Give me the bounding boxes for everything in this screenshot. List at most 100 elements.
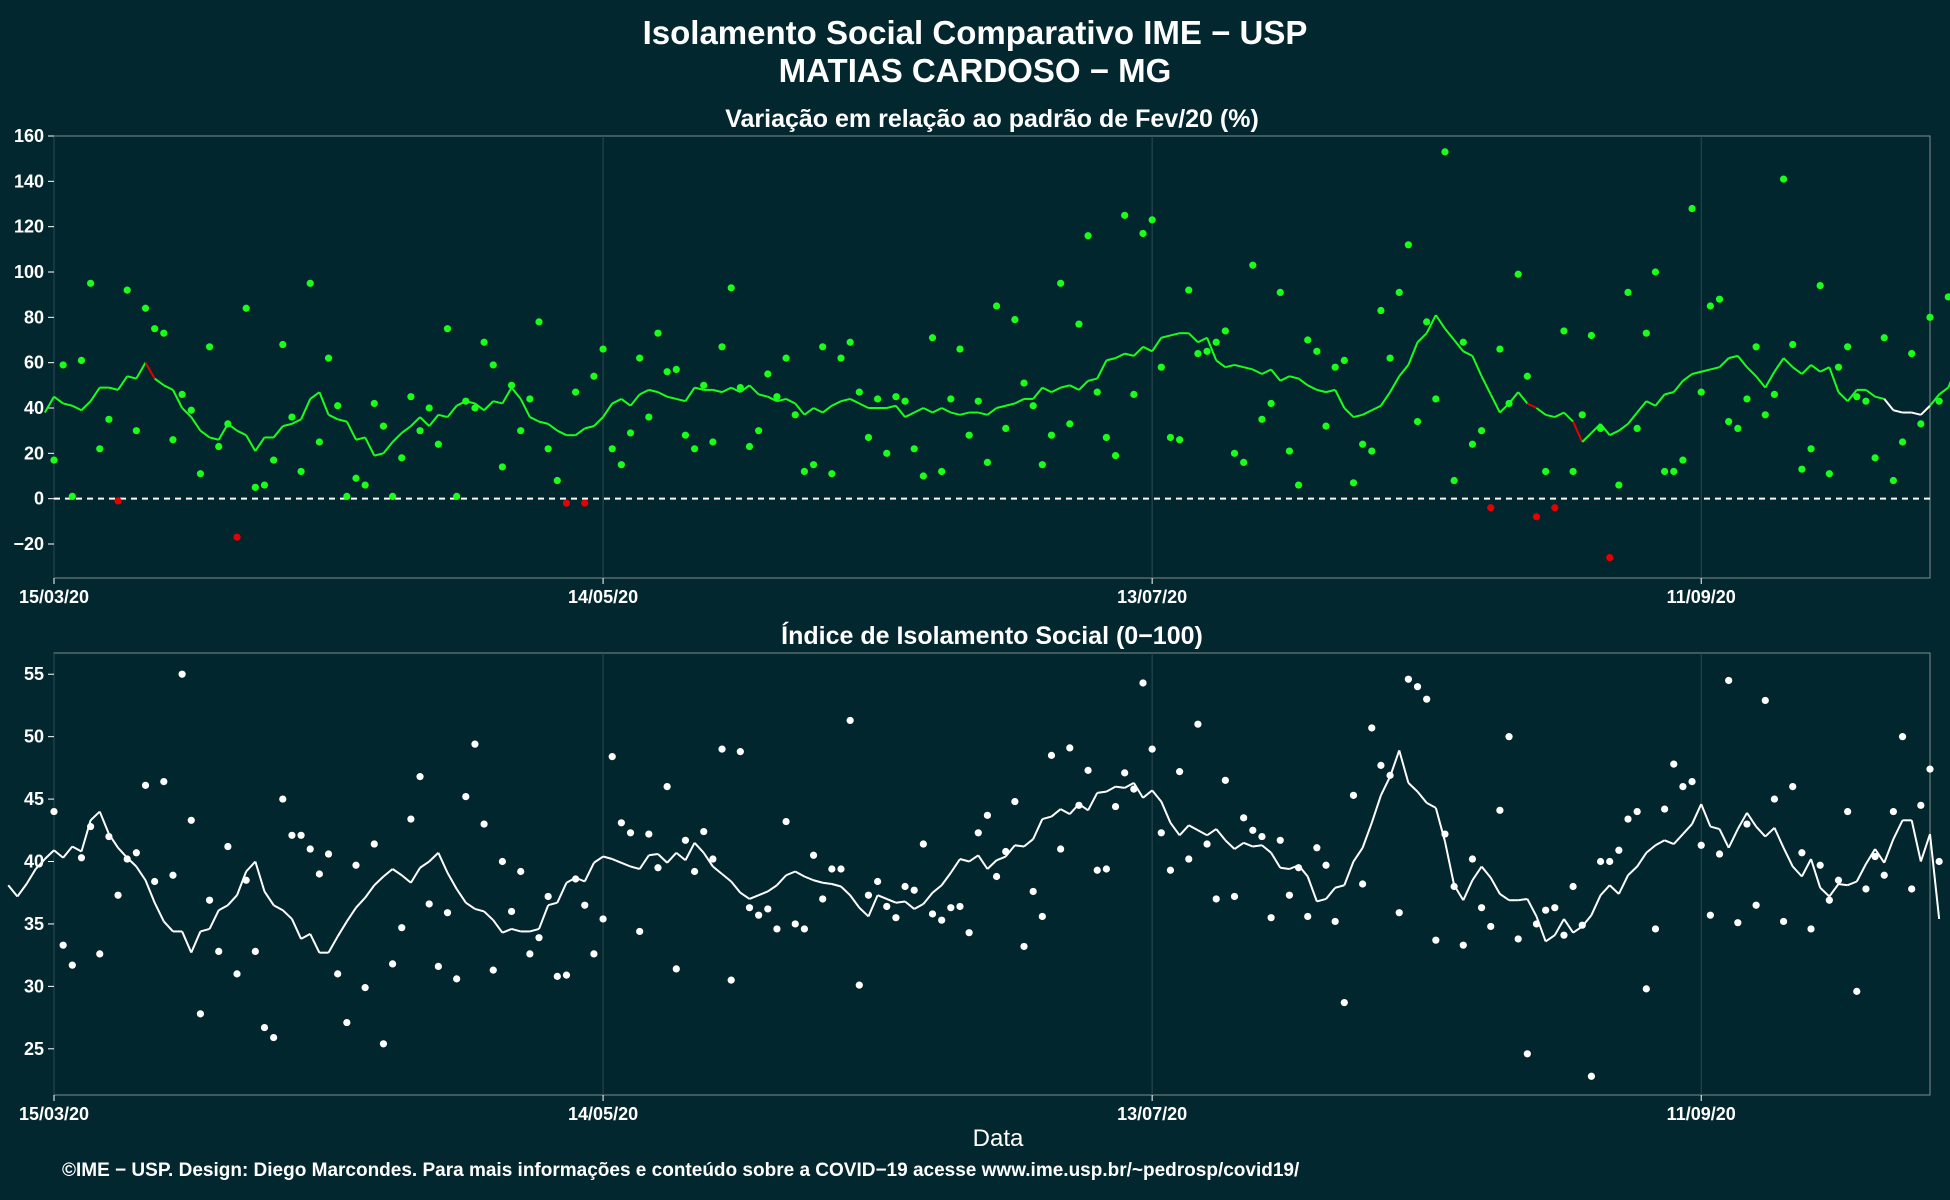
data-point <box>1038 461 1046 469</box>
moving-average-segment <box>1782 847 1794 867</box>
moving-average-segment <box>1380 776 1391 796</box>
data-point <box>672 365 680 374</box>
data-point <box>1898 733 1907 741</box>
data-point <box>1633 424 1641 432</box>
moving-average-segment <box>1160 801 1172 824</box>
moving-average-segment <box>1627 865 1638 876</box>
data-point <box>379 422 388 430</box>
data-point <box>1752 901 1760 909</box>
moving-average-segment <box>638 854 650 870</box>
moving-average-segment <box>511 927 521 933</box>
footer-credits: ©IME − USP. Design: Diego Marcondes. Par… <box>62 1160 1300 1181</box>
moving-average-segment <box>337 418 348 423</box>
moving-average-segment <box>1535 916 1547 942</box>
data-point <box>1569 467 1577 476</box>
data-point <box>1139 679 1147 687</box>
moving-average-segment <box>245 860 257 873</box>
data-point <box>1258 832 1266 841</box>
moving-average-segment <box>1847 880 1858 887</box>
moving-average-segment <box>895 405 906 418</box>
moving-average-segment <box>218 904 229 912</box>
data-point <box>1450 882 1458 891</box>
moving-average-segment <box>355 436 366 441</box>
data-point <box>1779 175 1788 183</box>
data-point <box>370 840 378 848</box>
data-point <box>1459 941 1467 949</box>
moving-average-segment <box>849 894 861 909</box>
moving-average-segment <box>1233 841 1245 850</box>
data-point <box>1194 350 1202 358</box>
data-point <box>1359 440 1367 448</box>
data-point <box>672 965 680 973</box>
data-point <box>1542 906 1550 914</box>
moving-average-segment <box>1801 364 1812 375</box>
data-point <box>471 740 479 748</box>
moving-average-segment <box>410 416 421 427</box>
moving-average-segment <box>629 393 641 407</box>
data-point <box>1111 452 1120 460</box>
y-tick-label: 35 <box>24 914 44 934</box>
moving-average-segment <box>1938 386 1949 396</box>
data-point <box>1102 433 1110 442</box>
moving-average-segment <box>62 845 74 859</box>
moving-average-segment <box>675 852 687 862</box>
data-point <box>334 402 342 410</box>
moving-average-segment <box>1819 366 1830 373</box>
moving-average-segment <box>1444 328 1455 341</box>
data-point <box>562 971 571 979</box>
y-tick-label: 140 <box>14 171 44 191</box>
data-point <box>215 947 223 956</box>
data-point <box>1743 395 1751 403</box>
moving-average-segment <box>1691 803 1703 825</box>
moving-average-segment <box>904 900 915 910</box>
data-point <box>498 463 507 471</box>
moving-average-segment <box>547 901 558 907</box>
moving-average-segment <box>318 391 330 416</box>
data-point <box>1185 286 1193 294</box>
data-point <box>169 871 177 879</box>
moving-average-segment <box>1618 423 1629 432</box>
data-point <box>928 910 937 918</box>
y-tick-label: 120 <box>14 217 44 237</box>
data-point <box>681 836 690 844</box>
moving-average-segment <box>1042 815 1052 821</box>
moving-average-segment <box>1489 393 1501 413</box>
data-point <box>151 877 159 886</box>
data-point <box>1011 316 1019 324</box>
plot-area <box>53 135 1931 579</box>
data-point <box>1715 295 1724 303</box>
data-point <box>1898 438 1907 446</box>
data-point <box>901 882 909 891</box>
data-point <box>1285 447 1294 455</box>
moving-average-segment <box>1535 407 1547 416</box>
data-point <box>709 855 717 863</box>
data-point <box>928 334 937 342</box>
data-point <box>1798 849 1806 857</box>
data-point <box>1688 204 1696 213</box>
data-point <box>1240 814 1248 822</box>
moving-average-segment <box>1078 380 1089 391</box>
data-point <box>773 925 781 933</box>
data-point <box>535 318 543 326</box>
moving-average-segment <box>1161 334 1171 339</box>
moving-average-segment <box>1700 368 1711 373</box>
moving-average-segment <box>209 436 219 441</box>
data-point <box>233 970 241 978</box>
moving-average-segment <box>1041 386 1052 394</box>
moving-average-segment <box>620 398 632 407</box>
moving-average-segment <box>1261 368 1272 375</box>
data-point <box>828 865 836 873</box>
data-point <box>1596 857 1605 866</box>
moving-average-segment <box>1654 839 1666 847</box>
data-point <box>1093 388 1101 396</box>
moving-average-segment <box>758 890 769 897</box>
moving-average-segment <box>309 391 320 400</box>
data-point <box>1057 279 1065 287</box>
data-point <box>855 981 863 989</box>
data-point <box>1825 470 1833 478</box>
y-tick-label: 50 <box>24 727 44 747</box>
moving-average-segment <box>1791 865 1803 878</box>
data-point <box>700 827 708 836</box>
data-point <box>1880 334 1888 342</box>
data-point <box>1734 424 1742 432</box>
